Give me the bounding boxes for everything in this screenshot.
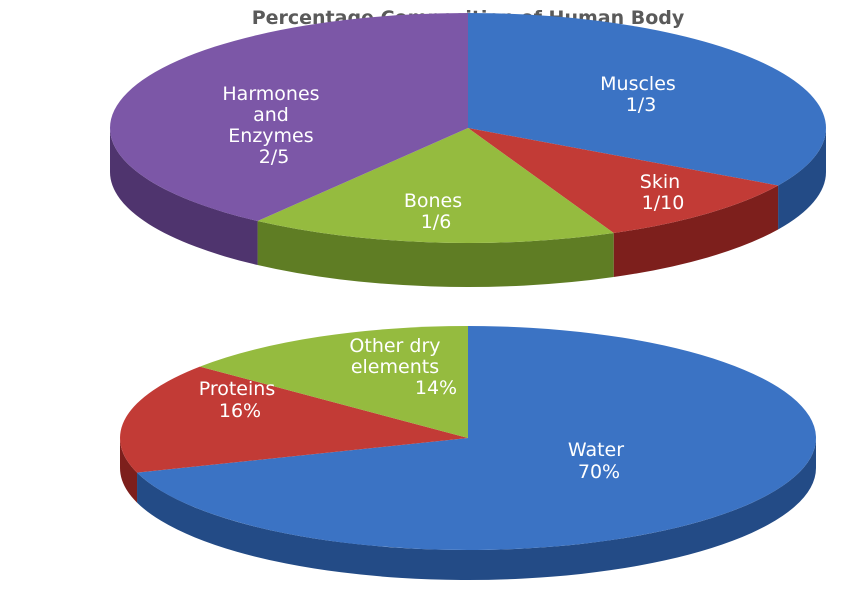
bottom-pie-chart: Water 70% Proteins 16% Other dry element… — [120, 326, 816, 581]
pie-slice-harmones-and-enzymes — [110, 13, 468, 222]
slice-label-harmones-and-enzymes: Harmones and Enzymes 2/5 — [222, 83, 325, 168]
pie-side-harmones-and-enzymes — [110, 128, 258, 266]
pie-slice-bones — [257, 128, 614, 243]
pie-slice-water — [137, 326, 816, 550]
slice-label-bones: Bones 1/6 — [404, 190, 468, 233]
pie-slice-other-dry-elements — [199, 326, 468, 438]
pie-side-skin — [613, 185, 779, 278]
pie-slice-muscles — [468, 13, 826, 186]
pie-side-bones — [257, 221, 614, 288]
pie-side-proteins — [120, 438, 138, 503]
slice-label-proteins: Proteins 16% — [199, 378, 282, 422]
slice-label-skin: Skin 1/10 — [640, 171, 686, 214]
slice-label-other-dry-elements: Other dry elements 14% — [349, 335, 457, 399]
pie-slice-proteins — [120, 366, 469, 473]
top-pie-chart: Muscles 1/3 Skin 1/10 Bones 1/6 Harmones… — [110, 13, 826, 288]
pie-side-muscles — [778, 128, 826, 230]
slice-label-water: Water 70% — [568, 439, 630, 483]
slice-label-muscles: Muscles 1/3 — [600, 73, 682, 116]
pie-side-water — [137, 438, 816, 581]
pie-slice-skin — [468, 128, 779, 234]
